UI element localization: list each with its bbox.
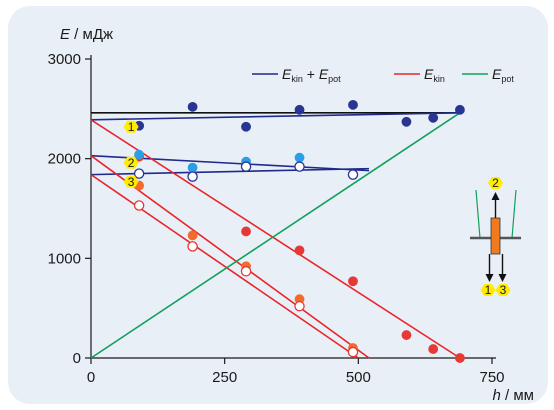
y-tick-label: 3000 [48, 51, 81, 68]
y-tick-label: 2000 [48, 151, 81, 168]
badge-hexagon [488, 177, 503, 189]
point-total-3 [347, 169, 359, 180]
legend: Ekin + Epot Ekin Epot [252, 66, 514, 84]
point-total-1 [428, 112, 439, 123]
inset-right-wire [511, 189, 517, 239]
setup-inset: 2 1 3 [470, 176, 521, 297]
badge-hexagon [123, 175, 139, 188]
badge-hexagon [480, 284, 496, 296]
x-tick-label: 250 [212, 369, 237, 386]
point-kin-1 [348, 276, 358, 287]
badge-hexagon [123, 156, 139, 169]
x-tick-label: 500 [346, 369, 371, 386]
inset-label-3: 3 [495, 283, 511, 297]
point-kin-3 [187, 241, 198, 252]
point-total-2 [294, 152, 305, 163]
point-total-3 [133, 168, 145, 179]
inset-label-2: 2 [488, 176, 503, 190]
legend-label: Ekin [424, 66, 445, 84]
badge-text: 3 [128, 175, 135, 189]
axes: 0 250 500 750 0 1000 2000 3000 E / мДж h / мм [48, 26, 534, 404]
point-kin-1 [241, 226, 251, 237]
inset-arrowhead-up [491, 192, 500, 200]
fit-lines [90, 112, 461, 359]
badge-hexagon [495, 284, 511, 296]
point-total-1 [455, 104, 465, 115]
point-kin-2 [187, 230, 198, 241]
badge-hexagon [123, 120, 139, 133]
point-kin-1 [401, 330, 412, 340]
line-kin-1 [90, 119, 461, 359]
point-total-3 [187, 171, 198, 182]
y-tick-label: 0 [73, 350, 81, 367]
point-total-3 [294, 161, 305, 172]
point-total-1 [294, 104, 305, 115]
point-kin-1 [455, 353, 465, 363]
inset-arrowhead-down-3 [498, 274, 507, 282]
x-tick-label: 750 [479, 369, 504, 386]
x-tick-label: 0 [87, 369, 95, 386]
inset-left-wire [475, 189, 481, 239]
curve-label-3: 3 [123, 175, 139, 189]
point-kin-1 [294, 245, 305, 256]
line-pot [90, 112, 461, 359]
badge-text: 2 [492, 176, 499, 190]
legend-label: Ekin + Epot [282, 66, 341, 84]
point-kin-1 [428, 344, 439, 354]
badge-text: 3 [500, 283, 507, 297]
point-total-2 [187, 162, 198, 173]
data-points [133, 99, 465, 363]
curve-labels: 1 2 3 [123, 120, 139, 189]
point-total-1 [241, 121, 251, 132]
point-total-1 [348, 99, 358, 110]
legend-label: Epot [492, 66, 514, 84]
point-total-1 [187, 101, 198, 112]
point-total-2 [134, 149, 145, 160]
point-kin-3 [133, 200, 145, 211]
y-tick-label: 1000 [48, 250, 81, 267]
curve-label-2: 2 [123, 156, 139, 170]
badge-text: 2 [128, 156, 135, 170]
curve-label-1: 1 [123, 120, 139, 134]
badge-text: 1 [485, 283, 492, 297]
inset-label-1: 1 [480, 283, 496, 297]
badge-text: 1 [128, 120, 135, 134]
point-total-1 [401, 116, 412, 127]
point-kin-3 [240, 266, 252, 277]
chart-card [8, 6, 548, 404]
point-kin-3 [294, 300, 305, 312]
point-kin-3 [347, 346, 359, 358]
inset-arrowhead-down-1 [485, 274, 494, 282]
point-total-3 [240, 161, 252, 172]
y-axis-label: E / мДж [60, 26, 113, 43]
line-total-1 [90, 112, 460, 121]
inset-body [490, 217, 501, 255]
x-axis-label: h / мм [493, 387, 534, 404]
